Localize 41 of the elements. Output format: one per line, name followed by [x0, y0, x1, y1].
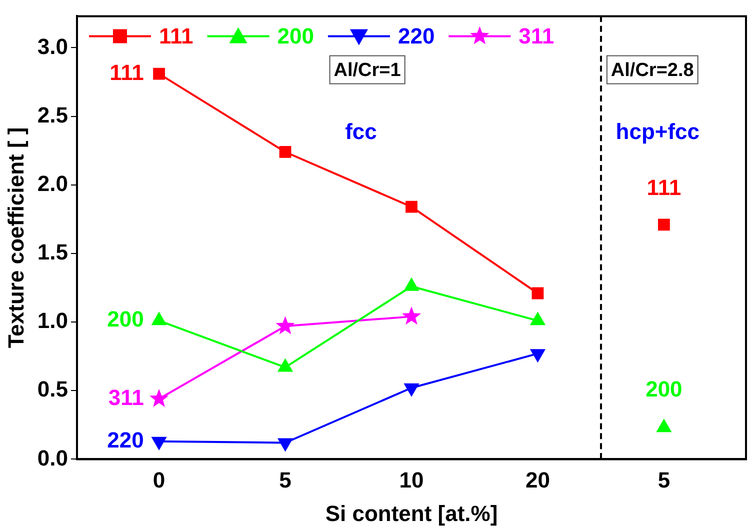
point [656, 420, 672, 432]
y-tick-label: 2.5 [37, 102, 68, 128]
x-axis-title: Si content [at.%] [325, 500, 498, 526]
point [278, 359, 292, 372]
y-axis-title: Texture coefficient [ ] [3, 127, 28, 348]
point [658, 218, 670, 231]
legend-label: 220 [398, 23, 435, 48]
annotation: 111 [646, 175, 682, 200]
annotation: hcp+fcc [616, 118, 700, 144]
point [276, 316, 295, 334]
annotation: 200 [107, 306, 144, 332]
point [279, 146, 292, 158]
annotation: 311 [108, 384, 144, 410]
y-tick-label: 1.5 [37, 240, 68, 265]
y-tick-label: 0.5 [37, 376, 68, 402]
x-tick-label: 5 [658, 467, 670, 492]
y-tick-label: 0.0 [37, 445, 68, 470]
point [530, 312, 545, 326]
x-tick-label: 5 [279, 467, 292, 492]
y-tick-label: 2.0 [37, 170, 68, 196]
legend-label: 311 [518, 23, 554, 48]
x-tick-label: 0 [152, 467, 166, 492]
annotation: Al/Cr=2.8 [610, 60, 694, 81]
point [152, 312, 166, 326]
x-tick-label: 20 [525, 467, 550, 492]
y-tick-label: 3.0 [37, 34, 68, 59]
annotation: fcc [345, 118, 377, 144]
x-tick-label: 10 [399, 467, 424, 492]
y-tick-label: 1.0 [37, 308, 68, 334]
annotation: Al/Cr=1 [334, 60, 402, 81]
annotation: 220 [107, 427, 144, 452]
point [532, 287, 544, 300]
annotation: 200 [646, 376, 682, 402]
point [402, 306, 421, 325]
annotation: 111 [110, 60, 144, 85]
legend-label: 111 [158, 23, 194, 48]
point [406, 200, 418, 213]
legend-label: 200 [277, 23, 314, 48]
point [150, 388, 169, 407]
point [153, 68, 165, 80]
point [404, 278, 419, 291]
